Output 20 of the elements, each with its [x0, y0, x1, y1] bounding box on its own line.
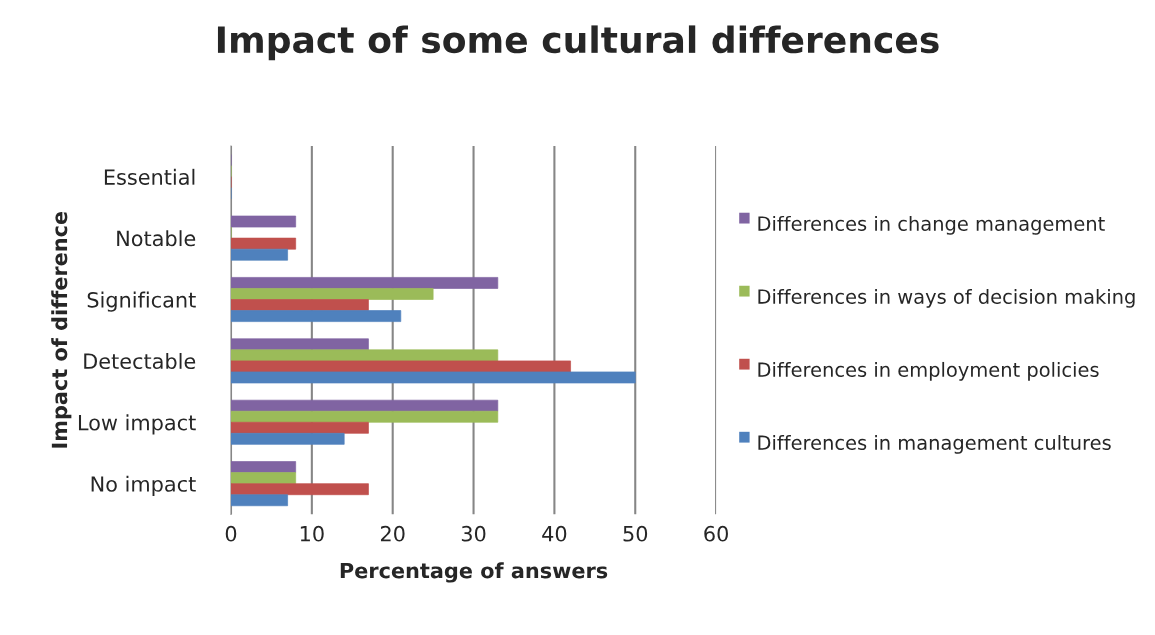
x-tick-label: 60 [704, 525, 728, 542]
y-axis-title: Impact of difference [51, 211, 72, 448]
x-tick-label: 0 [225, 525, 237, 542]
x-tick-label: 20 [380, 525, 405, 542]
x-axis-title: Percentage of answers [340, 562, 608, 583]
x-tick-label: 30 [461, 525, 486, 542]
legend-label: Differences in change management [758, 215, 1105, 235]
x-tick-label: 50 [623, 525, 648, 542]
y-tick-label: Notable [117, 230, 196, 247]
chart-title: Impact of some cultural differences [217, 25, 939, 61]
y-tick-label: Low impact [78, 414, 196, 435]
y-tick-label: Significant [87, 291, 196, 312]
y-tick-label: No impact [91, 475, 196, 496]
legend-label: Differences in employment policies [758, 361, 1099, 381]
x-tick-label: 10 [300, 525, 324, 542]
legend-label: Differences in ways of decision making [758, 288, 1135, 308]
legend-label: Differences in management cultures [758, 434, 1111, 454]
y-tick-label: Essential [104, 168, 195, 185]
y-tick-label: Detectable [84, 352, 196, 370]
x-tick-label: 40 [542, 525, 567, 542]
